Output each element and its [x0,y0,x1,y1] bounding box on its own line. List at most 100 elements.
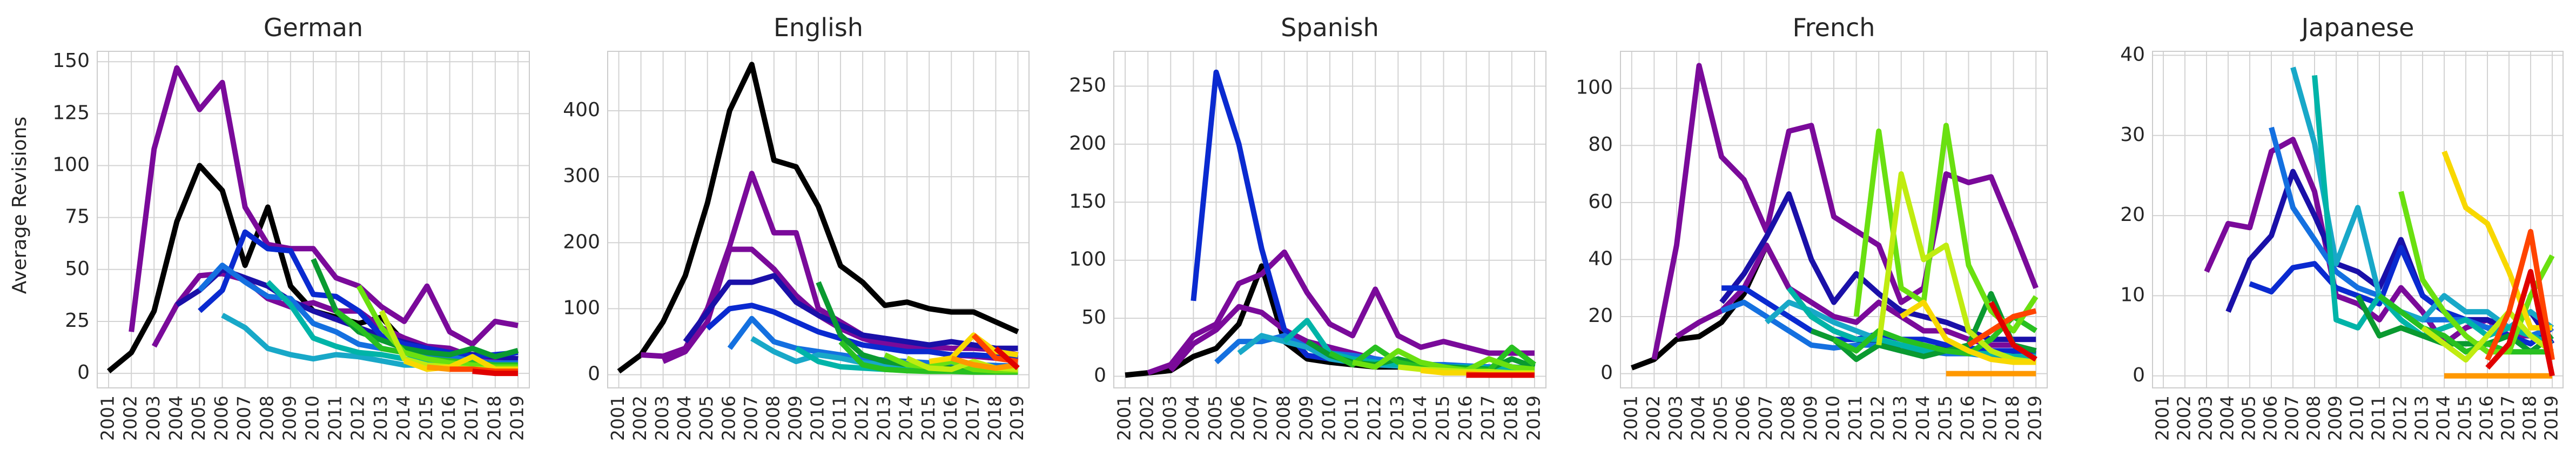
x-tick-label: 2009 [279,395,300,441]
x-tick-label: 2012 [1364,395,1385,441]
x-tick-label: 2007 [233,395,254,441]
x-tick-label: 2012 [347,395,368,441]
series-line-13 [2485,229,2555,361]
series-line-13 [1900,299,2036,365]
y-tick-label: 30 [2120,124,2145,146]
x-tick-label: 2008 [2303,395,2324,441]
x-tick-label: 2004 [165,395,186,441]
x-tick-label: 2010 [807,395,828,441]
x-tick-label: 2007 [2282,395,2303,441]
series-line-16 [994,346,1020,371]
x-tick-label: 2013 [370,395,391,441]
x-tick-label: 2001 [97,395,118,441]
x-tick-label: 2015 [1934,395,1955,441]
chart-panel-english: 2001 2002 2003 2004 2005 2006 2007 2008 2009 2010… [563,13,1030,441]
x-tick-label: 2005 [2238,395,2259,441]
x-tick-label: 2018 [2519,395,2540,441]
x-tick-label: 2016 [438,395,459,441]
chart-panel-spanish: 2001 2002 2003 2004 2005 2006 2007 2008 2009 2010… [1069,13,1546,441]
series-group [617,62,1020,375]
x-tick-label: 2003 [2195,395,2216,441]
y-tick-label: 100 [563,297,600,319]
y-tick-label: 40 [1588,247,1613,270]
x-tick-label: 2001 [607,395,628,441]
x-tick-label: 2016 [2476,395,2497,441]
x-tick-label: 2014 [2433,395,2454,441]
y-tick-label: 40 [2120,43,2145,65]
plot-frame [97,51,530,388]
x-tick-label: 2016 [1455,395,1476,441]
x-tick-label: 2009 [1295,395,1316,441]
series-line-5 [198,229,519,360]
x-tick-label: 2016 [940,395,961,441]
x-tick-label: 2005 [1205,395,1226,441]
x-tick-label: 2006 [211,395,232,441]
series-line-16 [1988,301,2037,362]
series-line-8 [2378,293,2552,355]
x-tick-label: 2001 [1620,395,1641,441]
series-group [106,65,519,377]
x-tick-label: 2013 [1387,395,1408,441]
series-group [1631,63,2039,377]
chart-title: French [1793,13,1875,42]
series-line-14 [2485,268,2555,377]
x-tick-label: 2003 [651,395,672,441]
x-tick-label: 2015 [2454,395,2476,441]
y-tick-label: 20 [2120,204,2145,226]
x-tick-label: 2002 [120,395,141,441]
y-tick-label: 100 [1069,249,1106,271]
x-tick-label: 2010 [1319,395,1340,441]
y-tick-label: 80 [1588,133,1613,156]
x-tick-label: 2005 [1710,395,1731,441]
x-tick-label: 2015 [918,395,939,441]
y-tick-label: 250 [1069,74,1106,96]
plot-frame [1113,51,1546,388]
chart-title: English [774,13,863,42]
x-tick-label: 2006 [2260,395,2281,441]
x-tick-label: 2018 [2002,395,2023,441]
chart-title: Japanese [2300,13,2414,42]
series-group [1125,69,1536,378]
x-tick-label: 2011 [1341,395,1362,441]
series-line-5 [705,303,1018,361]
y-tick-label: 25 [65,310,90,332]
y-tick-label: 200 [563,231,600,253]
chart-title: German [264,13,363,42]
x-tick-label: 2002 [2174,395,2195,441]
y-tick-label: 0 [588,363,600,385]
series-group [2204,66,2555,379]
x-tick-label: 2002 [629,395,650,441]
y-tick-label: 100 [1576,77,1613,99]
x-tick-label: 2004 [1687,395,1709,441]
y-tick-label: 20 [1588,305,1613,327]
y-tick-label: 0 [1094,365,1106,387]
y-tick-label: 75 [65,206,90,228]
x-tick-label: 2018 [984,395,1005,441]
x-tick-label: 2003 [1665,395,1686,441]
chart-title: Spanish [1281,13,1379,42]
y-tick-label: 50 [65,258,90,280]
x-tick-label: 2008 [1777,395,1798,441]
x-tick-label: 2019 [2541,395,2562,441]
x-tick-label: 2004 [2217,395,2238,441]
series-line-14 [950,355,1019,371]
x-tick-label: 2001 [1114,395,1135,441]
y-tick-label: 400 [563,99,600,121]
y-tick-label: 125 [52,102,90,124]
x-tick-label: 2009 [784,395,805,441]
series-line-16 [472,368,518,377]
figure-ylabel: Average Revisions [9,117,31,294]
x-tick-label: 2005 [188,395,209,441]
x-tick-label: 2003 [143,395,164,441]
plot-frame [2152,51,2564,388]
y-tick-label: 200 [1069,132,1106,155]
x-tick-label: 2012 [2390,395,2411,441]
x-tick-label: 2017 [1477,395,1498,441]
x-tick-label: 2019 [506,395,527,441]
y-tick-label: 60 [1588,191,1613,213]
x-tick-label: 2011 [829,395,850,441]
x-tick-label: 2007 [1755,395,1776,441]
x-tick-label: 2017 [461,395,482,441]
x-tick-label: 2004 [674,395,695,441]
